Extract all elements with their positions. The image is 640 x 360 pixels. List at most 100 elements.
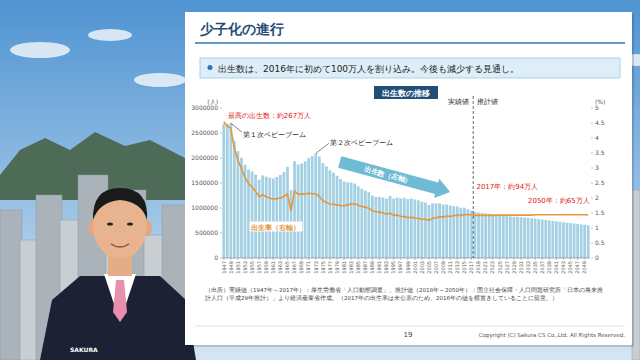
chart-title-group: 出生数の推移	[374, 86, 438, 99]
y-tick	[220, 208, 222, 209]
x-tick	[237, 258, 238, 260]
x-tick-label: 2017	[468, 261, 474, 274]
bar	[314, 153, 317, 258]
y2-tick	[591, 108, 593, 109]
x-tick	[337, 258, 338, 260]
title-rule	[195, 42, 625, 44]
leader-line	[231, 123, 242, 132]
y-tick-label: 3000000	[191, 104, 218, 111]
bar	[520, 217, 523, 258]
x-tick	[407, 258, 408, 260]
y2-tick	[591, 138, 593, 139]
x-tick	[351, 258, 352, 260]
bar	[229, 123, 232, 258]
x-tick-label: 1949	[228, 261, 234, 274]
bar	[336, 176, 339, 258]
y-tick	[220, 158, 222, 159]
tie	[113, 280, 127, 322]
bar	[573, 224, 576, 258]
x-tick	[266, 258, 267, 260]
bar	[470, 211, 473, 258]
source-note: （出所）実績値（1947年～2017年）：厚生労働省「人口動態調査」、推計値（2…	[205, 286, 603, 294]
x-tick-label: 2021	[482, 261, 488, 274]
suit	[40, 276, 196, 360]
x-tick	[230, 258, 231, 260]
bar	[279, 175, 282, 258]
x-tick	[577, 258, 578, 260]
bar	[389, 196, 392, 258]
x-tick	[542, 258, 543, 260]
bar	[265, 177, 268, 258]
bar	[442, 205, 445, 259]
y-tick	[220, 183, 222, 184]
bar	[516, 217, 519, 258]
x-tick-label: 2013	[454, 261, 460, 274]
bar	[587, 225, 590, 258]
bar	[332, 173, 335, 258]
building	[0, 210, 22, 360]
y2-tick	[591, 198, 593, 199]
bar	[321, 163, 324, 258]
y2-tick-label: 3.5	[595, 149, 605, 156]
x-tick-label: 2023	[489, 261, 495, 274]
x-tick	[365, 258, 366, 260]
x-tick-label: 1991	[376, 261, 382, 274]
x-tick	[280, 258, 281, 260]
cloud	[134, 73, 186, 87]
page: SAKURA少子化の進行出生数は、2016年に初めて100万人を割り込み。今後も…	[0, 0, 640, 360]
x-tick-label: 2025	[497, 261, 503, 274]
bar	[495, 215, 498, 258]
bar	[438, 203, 441, 258]
y2-tick-label: 1	[595, 224, 599, 231]
bar	[502, 216, 505, 258]
slide-title: 少子化の進行	[200, 21, 284, 37]
y-tick-label: 500000	[195, 229, 218, 236]
bar	[254, 175, 257, 258]
x-tick-label: 1961	[270, 261, 276, 274]
bar	[258, 180, 261, 258]
bar	[343, 182, 346, 258]
x-tick-label: 2045	[567, 261, 573, 274]
x-tick	[485, 258, 486, 260]
bar	[431, 203, 434, 258]
x-tick	[393, 258, 394, 260]
x-tick-label: 1989	[369, 261, 375, 274]
bar	[300, 164, 303, 259]
x-tick	[443, 258, 444, 260]
bar	[488, 214, 491, 258]
bar	[367, 192, 370, 258]
bar	[452, 206, 455, 258]
copyright: Copyright (C) Sakura CS Co.,Ltd. All Rig…	[479, 332, 625, 339]
bar	[562, 222, 565, 258]
bar	[325, 166, 328, 258]
bar	[559, 222, 562, 258]
building	[20, 240, 38, 360]
x-tick-label: 2015	[461, 261, 467, 274]
bar	[283, 172, 286, 258]
annotation: 実績値	[448, 98, 469, 106]
bar	[555, 221, 558, 258]
x-tick-label: 1995	[390, 261, 396, 274]
bar	[357, 186, 360, 258]
bar	[339, 179, 342, 258]
x-tick	[499, 258, 500, 260]
y-tick	[220, 233, 222, 234]
bar	[286, 167, 289, 258]
y2-tick	[591, 183, 593, 184]
hair	[93, 188, 147, 220]
label-patch	[249, 222, 302, 232]
series-label: 出生数（左軸）	[363, 165, 412, 186]
x-tick-label: 2029	[511, 261, 517, 274]
bar	[329, 170, 332, 258]
bar	[382, 198, 385, 258]
x-tick-label: 1967	[291, 261, 297, 274]
x-tick-label: 1957	[256, 261, 262, 274]
bar	[318, 157, 321, 259]
x-tick	[521, 258, 522, 260]
footer-rule	[195, 326, 625, 327]
x-tick	[429, 258, 430, 260]
y2-tick-label: 0	[595, 254, 599, 261]
bar	[222, 124, 225, 258]
bar	[505, 216, 508, 258]
source-note: 計人口（平成29年推計）」より経済産業省作成。（2017年の出生率は未公表のため…	[205, 294, 558, 302]
